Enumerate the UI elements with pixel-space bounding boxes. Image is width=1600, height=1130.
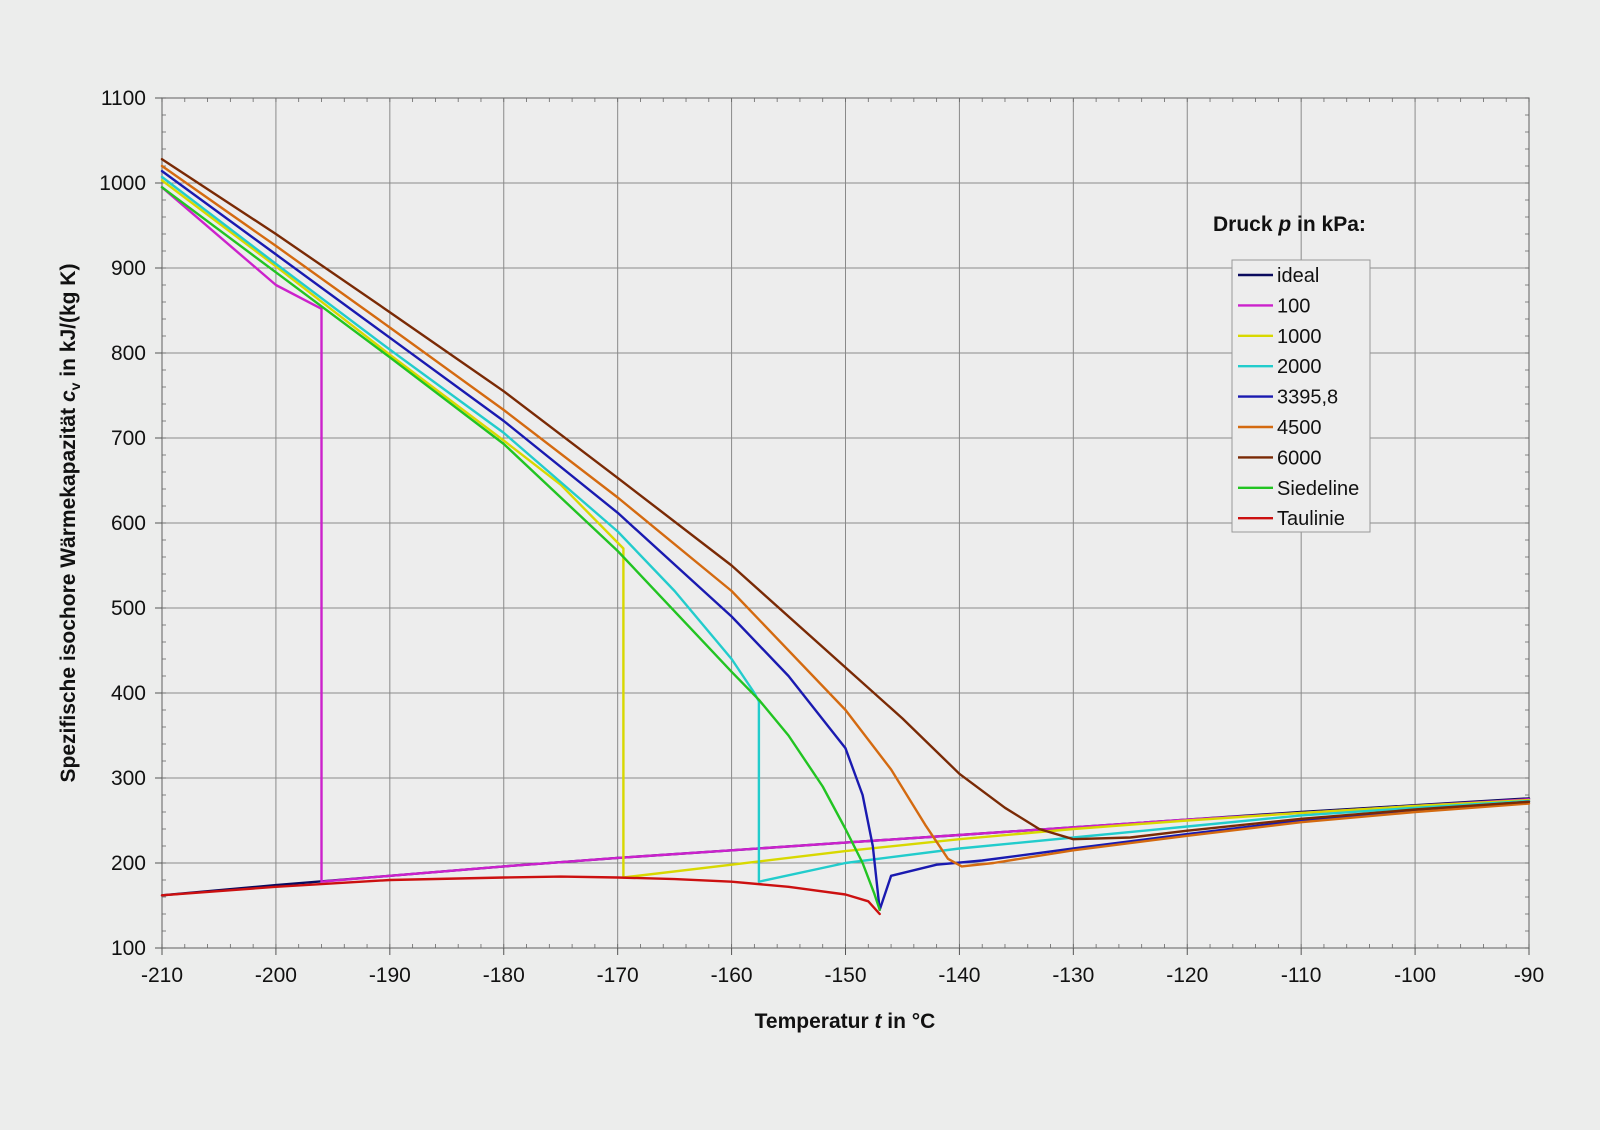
y-axis-title: Spezifische isochore Wärmekapazität cv i…	[57, 264, 83, 783]
y-tick-label: 1000	[99, 172, 146, 195]
series-group	[160, 157, 1531, 916]
x-tick-label: -130	[1052, 964, 1094, 987]
series-line-taulinie	[160, 875, 881, 916]
series-line-3395-8	[160, 169, 1531, 911]
x-tick-label: -150	[824, 964, 866, 987]
x-axis-title: Temperatur t in °C	[755, 1010, 936, 1033]
x-tick-label: -110	[1281, 964, 1321, 987]
legend-entry: 2000	[1277, 356, 1322, 378]
tick-labels: -210 -200 -190 -180 -170 -160 -150 -140 -130 -120…	[99, 87, 1544, 987]
legend-entry: 6000	[1277, 447, 1322, 469]
y-tick-label: 800	[111, 342, 146, 365]
x-tick-label: -120	[1166, 964, 1208, 987]
y-tick-label: 300	[111, 767, 146, 790]
y-tick-label: 700	[111, 427, 146, 450]
x-tick-label: -210	[141, 964, 183, 987]
y-tick-label: 200	[111, 852, 146, 875]
y-tick-label: 1100	[101, 87, 146, 110]
x-tick-label: -170	[597, 964, 639, 987]
series-line-4500	[160, 164, 1531, 868]
x-tick-label: -160	[711, 964, 753, 987]
legend-entry: ideal	[1277, 265, 1319, 287]
legend-entry: 1000	[1277, 326, 1322, 348]
legend-entry: 4500	[1277, 417, 1322, 439]
x-tick-label: -200	[255, 964, 297, 987]
legend: Druck p in kPa: ideal 100 1000 2000 3395,8 45…	[1213, 213, 1371, 533]
legend-entry: 3395,8	[1277, 387, 1338, 409]
series-line-6000	[160, 157, 1531, 841]
y-tick-label: 900	[111, 257, 146, 280]
minor-ticks	[155, 97, 1530, 955]
y-tick-label: 600	[111, 512, 146, 535]
x-tick-label: -90	[1514, 964, 1544, 987]
x-tick-label: -100	[1394, 964, 1436, 987]
series-line-1000	[160, 179, 1531, 879]
y-tick-label: 400	[111, 682, 146, 705]
legend-entry: 100	[1277, 295, 1310, 317]
y-tick-label: 500	[111, 597, 146, 620]
y-tick-label: 100	[111, 937, 146, 960]
x-tick-label: -190	[369, 964, 411, 987]
series-line-siedeline	[160, 186, 881, 911]
legend-title: Druck p in kPa:	[1213, 213, 1366, 236]
legend-entry: Taulinie	[1277, 508, 1345, 530]
x-tick-label: -180	[483, 964, 525, 987]
legend-entry: Siedeline	[1277, 478, 1359, 500]
x-tick-label: -140	[938, 964, 980, 987]
